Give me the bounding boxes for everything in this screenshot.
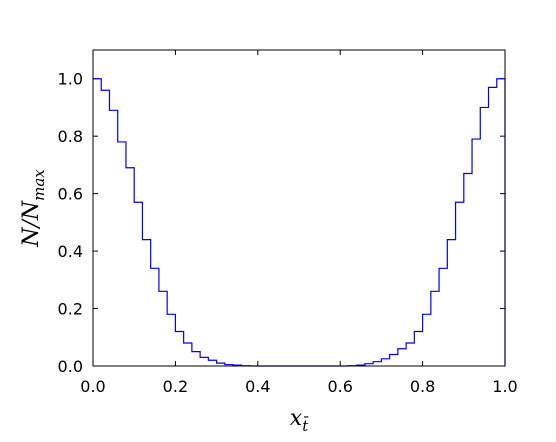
y-tick-label: 0.4 <box>58 242 83 261</box>
plot-area <box>93 50 505 366</box>
x-tick-label: 0.0 <box>80 377 105 396</box>
x-tick-label: 0.2 <box>163 377 188 396</box>
y-tick-label: 0.6 <box>58 185 83 204</box>
y-axis-label: N/Nmax <box>19 169 48 248</box>
y-tick-labels: 0.0 0.2 0.4 0.6 0.8 1.0 <box>58 70 83 376</box>
x-axis-label: xt̄ <box>290 406 309 435</box>
x-tick-label: 0.4 <box>245 377 270 396</box>
y-tick-label: 0.0 <box>58 357 83 376</box>
y-tick-label: 1.0 <box>58 70 83 89</box>
plot-frame <box>92 49 506 367</box>
x-tick-label: 0.6 <box>327 377 352 396</box>
y-tick-label: 0.8 <box>58 127 83 146</box>
x-tick-label: 0.8 <box>410 377 435 396</box>
x-tick-labels: 0.0 0.2 0.4 0.6 0.8 1.0 <box>80 377 517 396</box>
y-tick-label: 0.2 <box>58 300 83 319</box>
x-tick-label: 1.0 <box>492 377 517 396</box>
